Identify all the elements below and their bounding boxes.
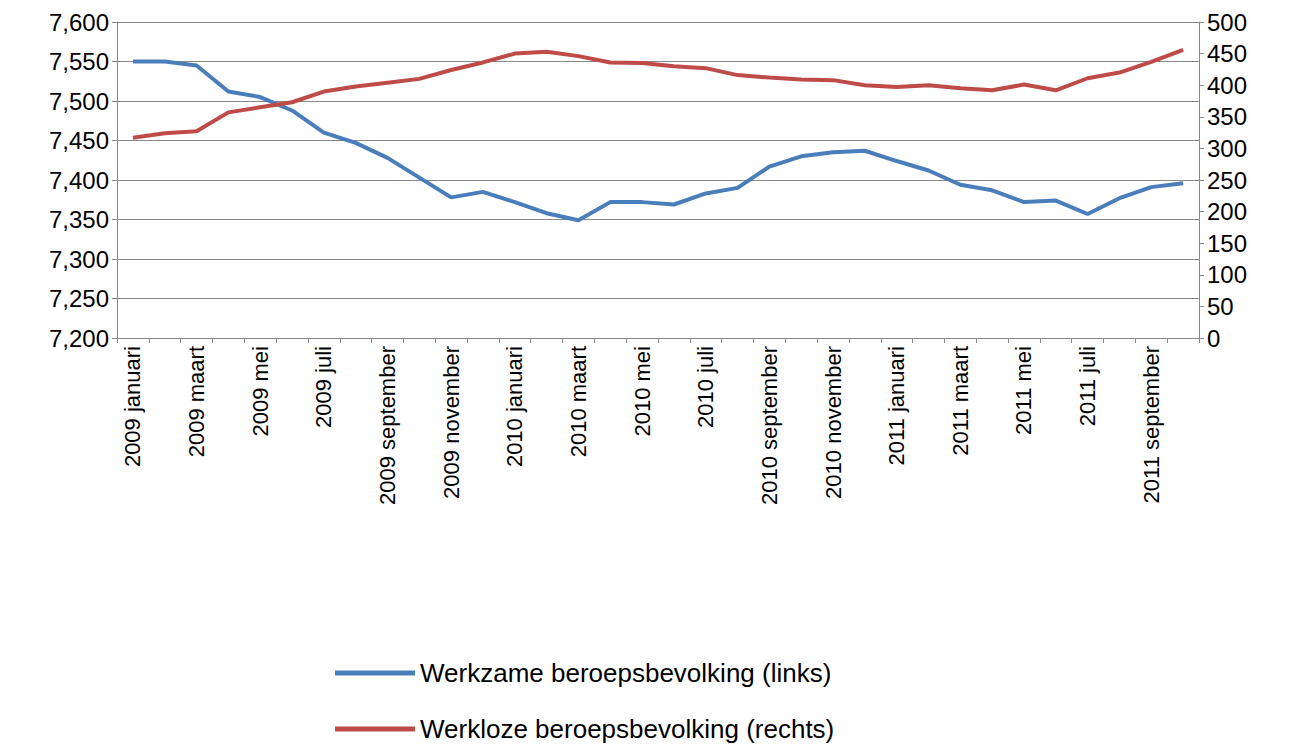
svg-text:50: 50 [1207, 293, 1234, 320]
svg-text:Werkloze beroepsbevolking (rec: Werkloze beroepsbevolking (rechts) [420, 714, 834, 744]
svg-text:7,350: 7,350 [49, 206, 109, 233]
svg-text:7,450: 7,450 [49, 127, 109, 154]
svg-text:2010 maart: 2010 maart [566, 346, 591, 457]
svg-text:2009 mei: 2009 mei [248, 346, 273, 437]
svg-text:250: 250 [1207, 167, 1247, 194]
svg-text:0: 0 [1207, 325, 1220, 352]
svg-text:7,500: 7,500 [49, 88, 109, 115]
svg-text:2009 maart: 2009 maart [184, 346, 209, 457]
svg-text:2011 juli: 2011 juli [1075, 346, 1100, 426]
svg-text:2010 mei: 2010 mei [630, 346, 655, 437]
svg-text:400: 400 [1207, 72, 1247, 99]
svg-text:2009 september: 2009 september [375, 346, 400, 505]
svg-text:2010 juli: 2010 juli [693, 346, 718, 428]
svg-text:7,250: 7,250 [49, 285, 109, 312]
svg-text:350: 350 [1207, 103, 1247, 130]
svg-text:2011 januari: 2011 januari [884, 346, 909, 465]
svg-text:2009 november: 2009 november [439, 346, 464, 499]
svg-text:450: 450 [1207, 40, 1247, 67]
svg-text:2011 mei: 2011 mei [1011, 346, 1036, 435]
svg-text:7,300: 7,300 [49, 246, 109, 273]
svg-text:2010 september: 2010 september [757, 346, 782, 505]
svg-text:100: 100 [1207, 261, 1247, 288]
svg-text:300: 300 [1207, 135, 1247, 162]
svg-text:2011 maart: 2011 maart [948, 346, 973, 456]
svg-text:7,400: 7,400 [49, 167, 109, 194]
svg-text:2009 juli: 2009 juli [311, 346, 336, 428]
svg-text:7,600: 7,600 [49, 9, 109, 36]
svg-text:2009 januari: 2009 januari [120, 346, 145, 467]
svg-text:2010 januari: 2010 januari [502, 346, 527, 467]
svg-text:150: 150 [1207, 230, 1247, 257]
svg-text:Werkzame beroepsbevolking (lin: Werkzame beroepsbevolking (links) [420, 658, 831, 688]
svg-text:7,550: 7,550 [49, 48, 109, 75]
svg-text:2011 september: 2011 september [1139, 346, 1164, 503]
svg-text:7,200: 7,200 [49, 325, 109, 352]
svg-text:500: 500 [1207, 9, 1247, 36]
svg-text:2010 november: 2010 november [821, 346, 846, 499]
svg-text:200: 200 [1207, 198, 1247, 225]
